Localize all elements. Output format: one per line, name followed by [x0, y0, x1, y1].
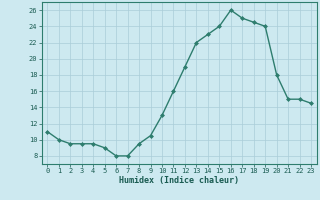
X-axis label: Humidex (Indice chaleur): Humidex (Indice chaleur) [119, 176, 239, 185]
